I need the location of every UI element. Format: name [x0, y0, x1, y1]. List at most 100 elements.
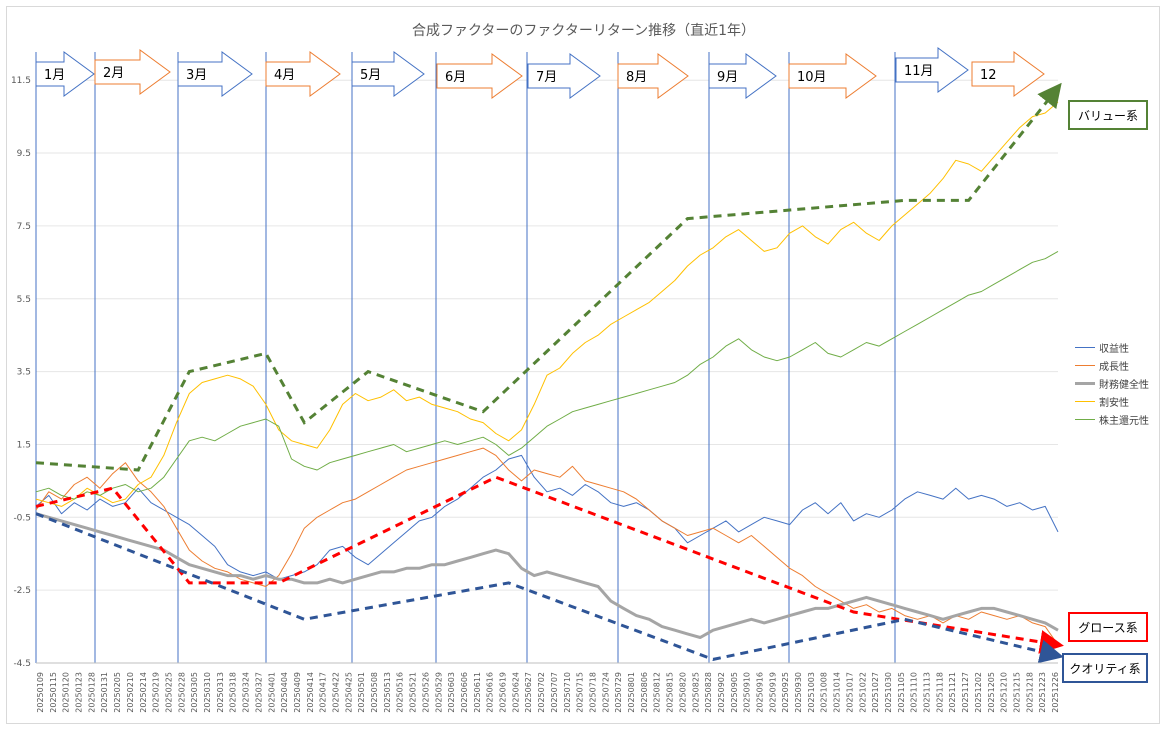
x-tick-label: 20251027: [871, 672, 880, 713]
month-arrow: [788, 53, 877, 99]
legend-swatch: [1075, 400, 1095, 402]
x-tick-label: 20250327: [254, 672, 263, 713]
month-label: 4月: [274, 68, 295, 83]
y-tick-label: 9.5: [17, 149, 31, 159]
value-trend: [35, 82, 1062, 472]
series-line-財務健全性: [35, 512, 1059, 639]
x-tick-label: 20250219: [152, 672, 161, 713]
x-tick-label: 20250225: [164, 672, 173, 713]
y-tick-label: -0.5: [13, 513, 31, 523]
x-tick-label: 20251210: [1000, 672, 1009, 713]
x-tick-label: 20250902: [717, 672, 726, 713]
month-arrow: [177, 51, 253, 97]
y-tick-label: 5.5: [17, 295, 31, 305]
x-tick-label: 20250404: [280, 672, 289, 713]
x-tick-label: 20250729: [614, 672, 623, 713]
x-tick-label: 20250724: [601, 672, 610, 713]
month-label: 11月: [904, 64, 934, 79]
x-tick-label: 20250526: [421, 672, 430, 713]
x-tick-label: 20250120: [62, 672, 71, 713]
x-tick-label: 20251226: [1051, 672, 1060, 713]
legend-swatch: [1075, 418, 1095, 420]
x-tick-label: 20250910: [743, 672, 752, 713]
y-tick-label: 1.5: [17, 440, 31, 450]
x-tick-label: 20251127: [961, 672, 970, 713]
x-tick-label: 20250409: [293, 672, 302, 713]
month-arrow: [94, 49, 171, 95]
month-label: 6月: [445, 70, 466, 85]
month-arrow: [351, 51, 425, 97]
x-tick-label: 20250516: [396, 672, 405, 713]
y-tick-label: 11.5: [11, 76, 31, 86]
x-tick-label: 20250718: [588, 672, 597, 713]
month-label: 7月: [536, 70, 557, 85]
month-label: 1月: [44, 68, 65, 83]
x-tick-label: 20251003: [807, 672, 816, 713]
y-tick-label: 7.5: [17, 222, 31, 232]
x-tick-label: 20250501: [357, 672, 366, 713]
month-arrow: [527, 53, 601, 99]
x-tick-label: 20251113: [923, 672, 932, 713]
x-tick-label: 20250115: [49, 672, 58, 713]
x-tick-label: 20250513: [383, 672, 392, 713]
x-tick-label: 20251223: [1038, 672, 1047, 713]
growth-trend: [35, 475, 1064, 654]
x-tick-label: 20251205: [987, 672, 996, 713]
x-tick-label: 20250815: [666, 672, 675, 713]
series-line-収益性: [35, 454, 1059, 580]
x-tick-label: 20250128: [87, 672, 96, 713]
x-tick-label: 20250812: [653, 672, 662, 713]
series-line-割安性: [35, 101, 1059, 507]
month-dividers: [35, 52, 896, 663]
x-tick-label: 20250905: [730, 672, 739, 713]
quality-callout: クオリティ系: [1062, 653, 1148, 683]
x-tick-label: 20251215: [1012, 672, 1021, 713]
x-tick-label: 20250825: [691, 672, 700, 713]
x-tick-label: 20250313: [216, 672, 225, 713]
x-tick-label: 20250205: [113, 672, 122, 713]
x-tick-label: 20250801: [627, 672, 636, 713]
x-tick-label: 20251014: [833, 672, 842, 713]
x-tick-label: 20250916: [755, 672, 764, 713]
legend-label: 収益性: [1099, 343, 1129, 355]
month-label: 9月: [717, 70, 738, 85]
month-arrow: [436, 53, 523, 99]
month-label: 8月: [626, 70, 647, 85]
legend-label: 成長性: [1099, 361, 1129, 373]
month-label: 10月: [797, 70, 827, 85]
legend-label: 財務健全性: [1099, 379, 1149, 391]
legend: 収益性成長性財務健全性割安性 株主還元性: [1075, 338, 1149, 428]
month-arrows: 1月 2月 3月 4月 5月 6月 7月 8月 9月 10月 11月 12: [35, 47, 1045, 99]
x-tick-label: 20250606: [460, 672, 469, 713]
x-tick-label: 20250131: [100, 672, 109, 713]
x-tick-label: 20250401: [267, 672, 276, 713]
legend-item: 株主還元性: [1075, 410, 1149, 428]
month-label: 12: [980, 68, 997, 83]
legend-item: 財務健全性: [1075, 374, 1149, 392]
x-tick-label: 20250715: [576, 672, 585, 713]
month-label: 2月: [103, 66, 124, 81]
month-arrow: [971, 51, 1045, 97]
x-tick-label: 20251030: [884, 672, 893, 713]
x-tick-label: 20250508: [370, 672, 379, 713]
legend-label: 割安性: [1099, 397, 1129, 409]
x-tick-label: 20251105: [897, 672, 906, 713]
x-tick-label: 20250318: [229, 672, 238, 713]
x-tick-label: 20250611: [473, 672, 482, 713]
x-tick-label: 20250925: [781, 672, 790, 713]
x-tick-label: 20250414: [306, 672, 315, 713]
x-tick-label: 20250310: [203, 672, 212, 713]
growth-callout: グロース系: [1068, 612, 1148, 642]
month-arrow: [617, 53, 689, 99]
x-tick-label: 20251110: [910, 672, 919, 713]
x-tick-label: 20250627: [524, 672, 533, 713]
x-tick-label: 20251118: [935, 672, 944, 713]
x-tick-label: 20250228: [177, 672, 186, 713]
x-tick-label: 20250702: [537, 672, 546, 713]
x-tick-label: 20250529: [434, 672, 443, 713]
month-arrow: [708, 53, 777, 99]
axes: 11.5 9.5 7.5 5.5 3.5 1.5 -0.5 -2.5 -4.5 20250109 2…: [11, 76, 1060, 713]
x-tick-label: 20250820: [678, 672, 687, 713]
x-tick-label: 20250603: [447, 672, 456, 713]
month-label: 3月: [186, 68, 207, 83]
